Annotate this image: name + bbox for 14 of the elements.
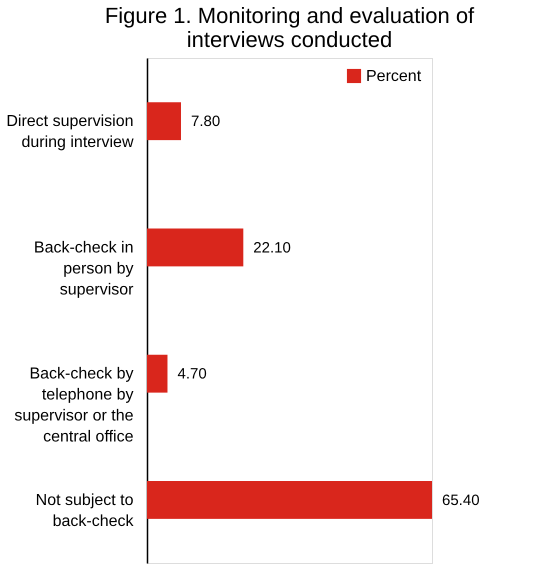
bar [147,480,432,519]
y-tick-label: Back-check in person by supervisor [34,239,134,298]
data-label: 4.70 [177,366,207,383]
data-label: 7.80 [190,113,220,130]
bar [147,102,181,140]
data-label: 65.40 [442,492,480,509]
chart-title: Figure 1. Monitoring and evaluation of interviews conducted [104,3,476,52]
y-tick-label: Direct supervision during interview [6,113,134,152]
bar [147,228,244,266]
bar [147,354,168,393]
data-label: 22.10 [253,239,291,256]
y-tick-label: Back-check by telephone by supervisor or the central office [14,366,134,446]
y-tick-label: Not subject to back-check [36,492,134,530]
legend-label: Percent [366,68,422,85]
